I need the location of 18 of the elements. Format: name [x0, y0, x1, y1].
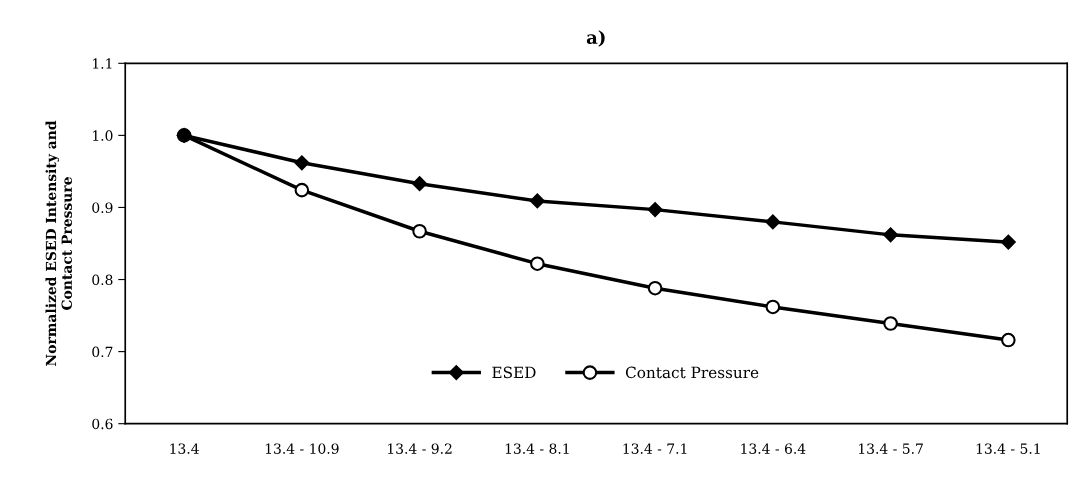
x-tick-label: 13.4 - 6.4: [741, 443, 806, 454]
x-tick-label: 13.4 - 10.9: [265, 443, 339, 454]
legend-label: Contact Pressure: [625, 366, 759, 379]
y-tick-label: 1.0: [93, 130, 113, 141]
x-tick-label: 13.4: [170, 443, 199, 454]
chart-title: a): [586, 30, 605, 47]
x-tick-label: 13.4 - 7.1: [623, 443, 687, 454]
y-tick-label: 0.6: [92, 418, 113, 430]
legend-label: ESED: [492, 366, 536, 379]
y-axis-title: Normalized ESED Intensity and Contact Pressure: [45, 120, 72, 366]
y-tick-label: 0.9: [92, 202, 113, 213]
y-tick-label: 1.1: [93, 58, 112, 69]
x-tick-label: 13.4 - 5.7: [859, 443, 923, 454]
x-tick-label: 13.4 - 8.1: [505, 443, 569, 454]
y-tick-label: 0.8: [92, 274, 113, 286]
x-tick-label: 13.4 - 5.1: [976, 443, 1040, 454]
y-tick-label: 0.7: [92, 346, 113, 358]
x-tick-label: 13.4 - 9.2: [388, 443, 452, 454]
